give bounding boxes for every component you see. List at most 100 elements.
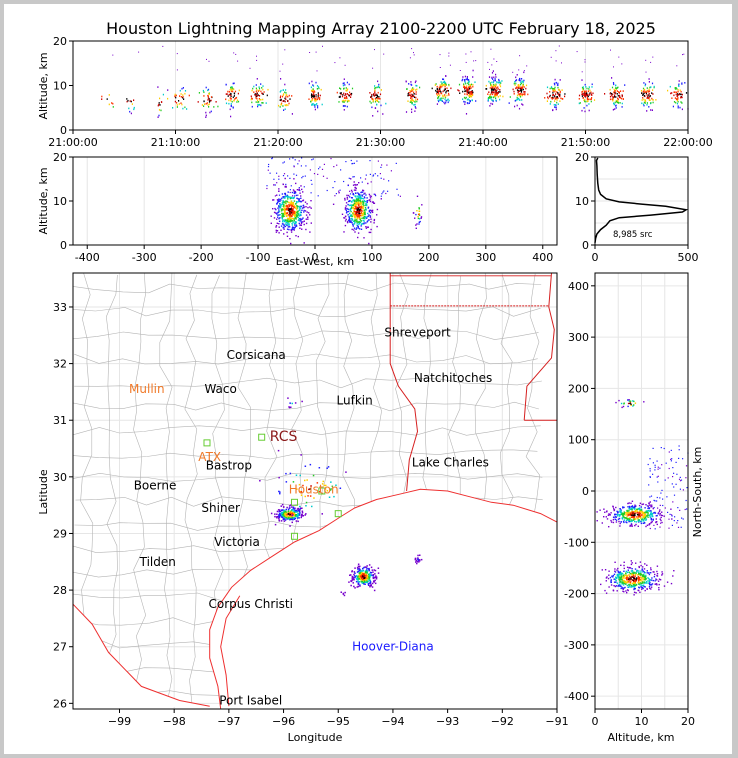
lightning-source-point bbox=[650, 586, 653, 588]
lightning-source-point bbox=[554, 83, 556, 86]
lightning-source-point bbox=[275, 229, 277, 232]
time-altitude-marks bbox=[72, 41, 689, 130]
lightning-source-point bbox=[357, 200, 360, 202]
lightning-source-point bbox=[636, 517, 639, 519]
lightning-source-point bbox=[491, 103, 494, 105]
lightning-source-point bbox=[631, 512, 633, 514]
lightning-source-point bbox=[279, 70, 281, 72]
lightning-source-point bbox=[379, 173, 381, 175]
lightning-source-point bbox=[278, 194, 281, 196]
lightning-source-point bbox=[205, 111, 207, 114]
lightning-source-point bbox=[251, 101, 253, 104]
histogram-y-tick-label: 20 bbox=[575, 151, 589, 164]
lightning-source-point bbox=[160, 101, 163, 103]
lightning-source-point bbox=[352, 582, 354, 584]
lightning-source-point bbox=[158, 109, 161, 111]
lightning-source-point bbox=[515, 79, 517, 82]
lightning-source-point bbox=[310, 179, 312, 181]
lightning-source-point bbox=[274, 513, 276, 515]
lightning-source-point bbox=[438, 100, 440, 103]
lightning-source-point bbox=[634, 584, 636, 586]
lightning-source-point bbox=[470, 92, 472, 95]
lightning-source-point bbox=[272, 208, 274, 210]
lightning-source-point bbox=[208, 103, 210, 105]
lightning-source-point bbox=[308, 82, 310, 85]
lightning-source-point bbox=[655, 578, 657, 580]
time-altitude-x-tick-label: 21:40:00 bbox=[458, 136, 507, 149]
longitude-tick-label: −93 bbox=[436, 715, 459, 728]
lightning-source-point bbox=[326, 490, 329, 492]
lightning-source-point bbox=[650, 513, 652, 516]
lightning-source-point bbox=[348, 196, 351, 198]
lightning-source-point bbox=[284, 513, 286, 515]
lightning-source-point bbox=[519, 93, 521, 96]
lightning-source-point bbox=[645, 92, 647, 95]
lightning-source-point bbox=[613, 103, 615, 106]
lightning-source-point bbox=[262, 88, 264, 91]
lightning-source-point bbox=[559, 91, 561, 94]
lightning-source-point bbox=[355, 201, 357, 204]
lightning-source-point bbox=[489, 68, 490, 70]
lightning-source-point bbox=[614, 578, 616, 580]
lightning-source-point bbox=[230, 98, 232, 100]
lightning-source-point bbox=[520, 83, 522, 86]
lightning-source-point bbox=[292, 507, 295, 510]
lightning-source-point bbox=[288, 208, 291, 211]
lightning-source-point bbox=[644, 83, 647, 86]
lightning-source-point bbox=[138, 51, 140, 53]
lightning-source-point bbox=[295, 201, 298, 203]
lightning-source-point bbox=[358, 217, 360, 220]
lightning-source-point bbox=[348, 177, 350, 179]
lightning-source-point bbox=[207, 104, 209, 106]
lightning-source-point bbox=[499, 95, 501, 97]
lightning-source-point bbox=[231, 100, 233, 103]
lightning-source-point bbox=[491, 86, 493, 88]
lightning-source-point bbox=[626, 584, 628, 587]
lightning-source-point bbox=[278, 490, 280, 493]
lightning-source-point bbox=[259, 103, 261, 106]
lightning-source-point bbox=[293, 517, 295, 519]
lightning-source-point bbox=[520, 87, 522, 90]
lightning-source-point bbox=[643, 578, 645, 581]
lightning-source-point bbox=[288, 517, 290, 519]
lightning-source-point bbox=[564, 95, 566, 98]
lightning-source-point bbox=[288, 196, 291, 198]
lightning-source-point bbox=[559, 95, 561, 98]
lightning-source-point bbox=[287, 508, 290, 511]
lightning-source-point bbox=[621, 582, 623, 584]
lightning-source-point bbox=[380, 195, 382, 197]
lightning-source-point bbox=[617, 518, 620, 520]
lightning-source-point bbox=[328, 496, 331, 498]
lightning-source-point bbox=[613, 91, 615, 93]
lightning-source-point bbox=[614, 92, 616, 95]
lightning-source-point bbox=[676, 473, 678, 475]
lightning-source-point bbox=[361, 181, 363, 183]
lightning-source-point bbox=[514, 100, 516, 102]
lightning-source-point bbox=[293, 514, 295, 517]
lightning-source-point bbox=[350, 96, 352, 98]
lightning-source-point bbox=[289, 472, 292, 475]
lightning-source-point bbox=[653, 571, 655, 573]
lightning-source-point bbox=[552, 90, 554, 93]
lightning-source-point bbox=[367, 582, 370, 585]
lightning-source-point bbox=[356, 184, 358, 186]
lightning-source-point bbox=[623, 567, 625, 570]
lightning-source-point bbox=[353, 189, 356, 191]
lightning-source-point bbox=[448, 99, 450, 102]
lightning-source-point bbox=[290, 229, 293, 232]
lightning-source-point bbox=[553, 104, 555, 106]
lightning-source-point bbox=[357, 227, 360, 229]
lightning-source-point bbox=[638, 586, 640, 588]
lightning-source-point bbox=[679, 93, 681, 96]
lightning-source-point bbox=[444, 94, 446, 96]
lightning-source-point bbox=[465, 82, 467, 85]
lightning-source-point bbox=[630, 502, 632, 504]
lightning-source-point bbox=[411, 111, 413, 113]
lightning-source-point bbox=[647, 507, 649, 510]
lightning-source-point bbox=[282, 199, 284, 202]
lightning-source-point bbox=[651, 92, 653, 94]
lightning-source-point bbox=[382, 113, 384, 115]
lightning-source-point bbox=[281, 503, 284, 506]
lightning-source-point bbox=[375, 96, 377, 99]
lightning-source-point bbox=[277, 207, 279, 209]
